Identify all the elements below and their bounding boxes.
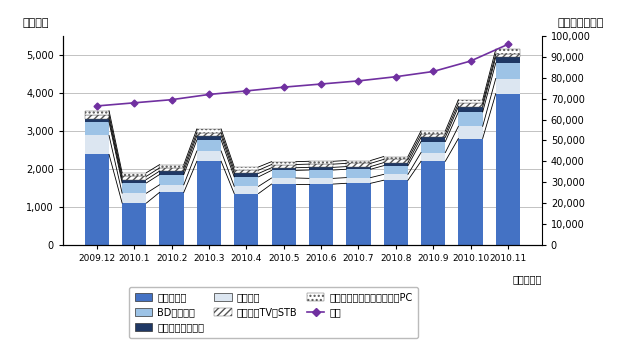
Text: （年・月）: （年・月） — [512, 274, 542, 284]
Bar — [122, 173, 146, 176]
Bar — [197, 151, 221, 161]
Bar — [234, 186, 258, 194]
Bar — [421, 141, 445, 153]
Text: （千台）: （千台） — [22, 18, 49, 28]
Bar — [159, 171, 184, 175]
Bar — [496, 57, 520, 63]
Bar — [346, 163, 370, 167]
Bar — [85, 115, 109, 119]
Bar — [272, 184, 296, 245]
Bar — [122, 193, 146, 203]
Bar — [197, 129, 221, 132]
Bar — [85, 122, 109, 135]
Bar — [496, 49, 520, 54]
Bar — [272, 168, 296, 170]
Bar — [85, 119, 109, 122]
Bar — [234, 174, 258, 177]
Bar — [159, 175, 184, 185]
Bar — [85, 111, 109, 115]
Bar — [346, 161, 370, 163]
Bar — [309, 164, 333, 167]
Legend: 薄型テレビ, BDレコーダ, デジタルレコーダ, チューナ, ケーブルTV用STB, 地上デジタルチューナ内蔵PC, 累計: 薄型テレビ, BDレコーダ, デジタルレコーダ, チューナ, ケーブルTV用ST… — [129, 287, 418, 338]
Bar — [234, 194, 258, 245]
Text: （累計・千台）: （累計・千台） — [558, 18, 604, 28]
Bar — [272, 165, 296, 168]
Bar — [122, 203, 146, 245]
Bar — [421, 134, 445, 138]
Bar — [459, 112, 483, 126]
Bar — [384, 159, 408, 163]
Bar — [496, 78, 520, 94]
Bar — [459, 126, 483, 139]
Bar — [384, 180, 408, 245]
Bar — [459, 107, 483, 112]
Bar — [459, 139, 483, 245]
Bar — [496, 54, 520, 57]
Bar — [346, 183, 370, 245]
Bar — [197, 161, 221, 245]
Bar — [159, 168, 184, 171]
Bar — [197, 140, 221, 151]
Bar — [309, 161, 333, 164]
Bar — [122, 176, 146, 180]
Bar — [496, 94, 520, 245]
Bar — [421, 131, 445, 134]
Bar — [496, 63, 520, 78]
Bar — [346, 167, 370, 169]
Bar — [159, 165, 184, 168]
Bar — [384, 166, 408, 174]
Bar — [159, 192, 184, 245]
Bar — [459, 100, 483, 103]
Bar — [384, 163, 408, 166]
Bar — [459, 103, 483, 107]
Bar — [85, 154, 109, 245]
Bar — [272, 162, 296, 165]
Bar — [421, 161, 445, 245]
Bar — [309, 178, 333, 184]
Bar — [234, 170, 258, 174]
Bar — [346, 177, 370, 183]
Bar — [309, 184, 333, 245]
Bar — [85, 135, 109, 154]
Bar — [346, 169, 370, 177]
Bar — [384, 157, 408, 159]
Bar — [272, 178, 296, 184]
Bar — [197, 136, 221, 140]
Bar — [234, 167, 258, 170]
Bar — [272, 170, 296, 178]
Bar — [309, 167, 333, 170]
Bar — [234, 177, 258, 186]
Bar — [309, 170, 333, 178]
Bar — [384, 174, 408, 180]
Bar — [159, 185, 184, 192]
Bar — [197, 132, 221, 136]
Bar — [122, 180, 146, 183]
Bar — [421, 153, 445, 161]
Bar — [421, 138, 445, 141]
Bar — [122, 183, 146, 193]
